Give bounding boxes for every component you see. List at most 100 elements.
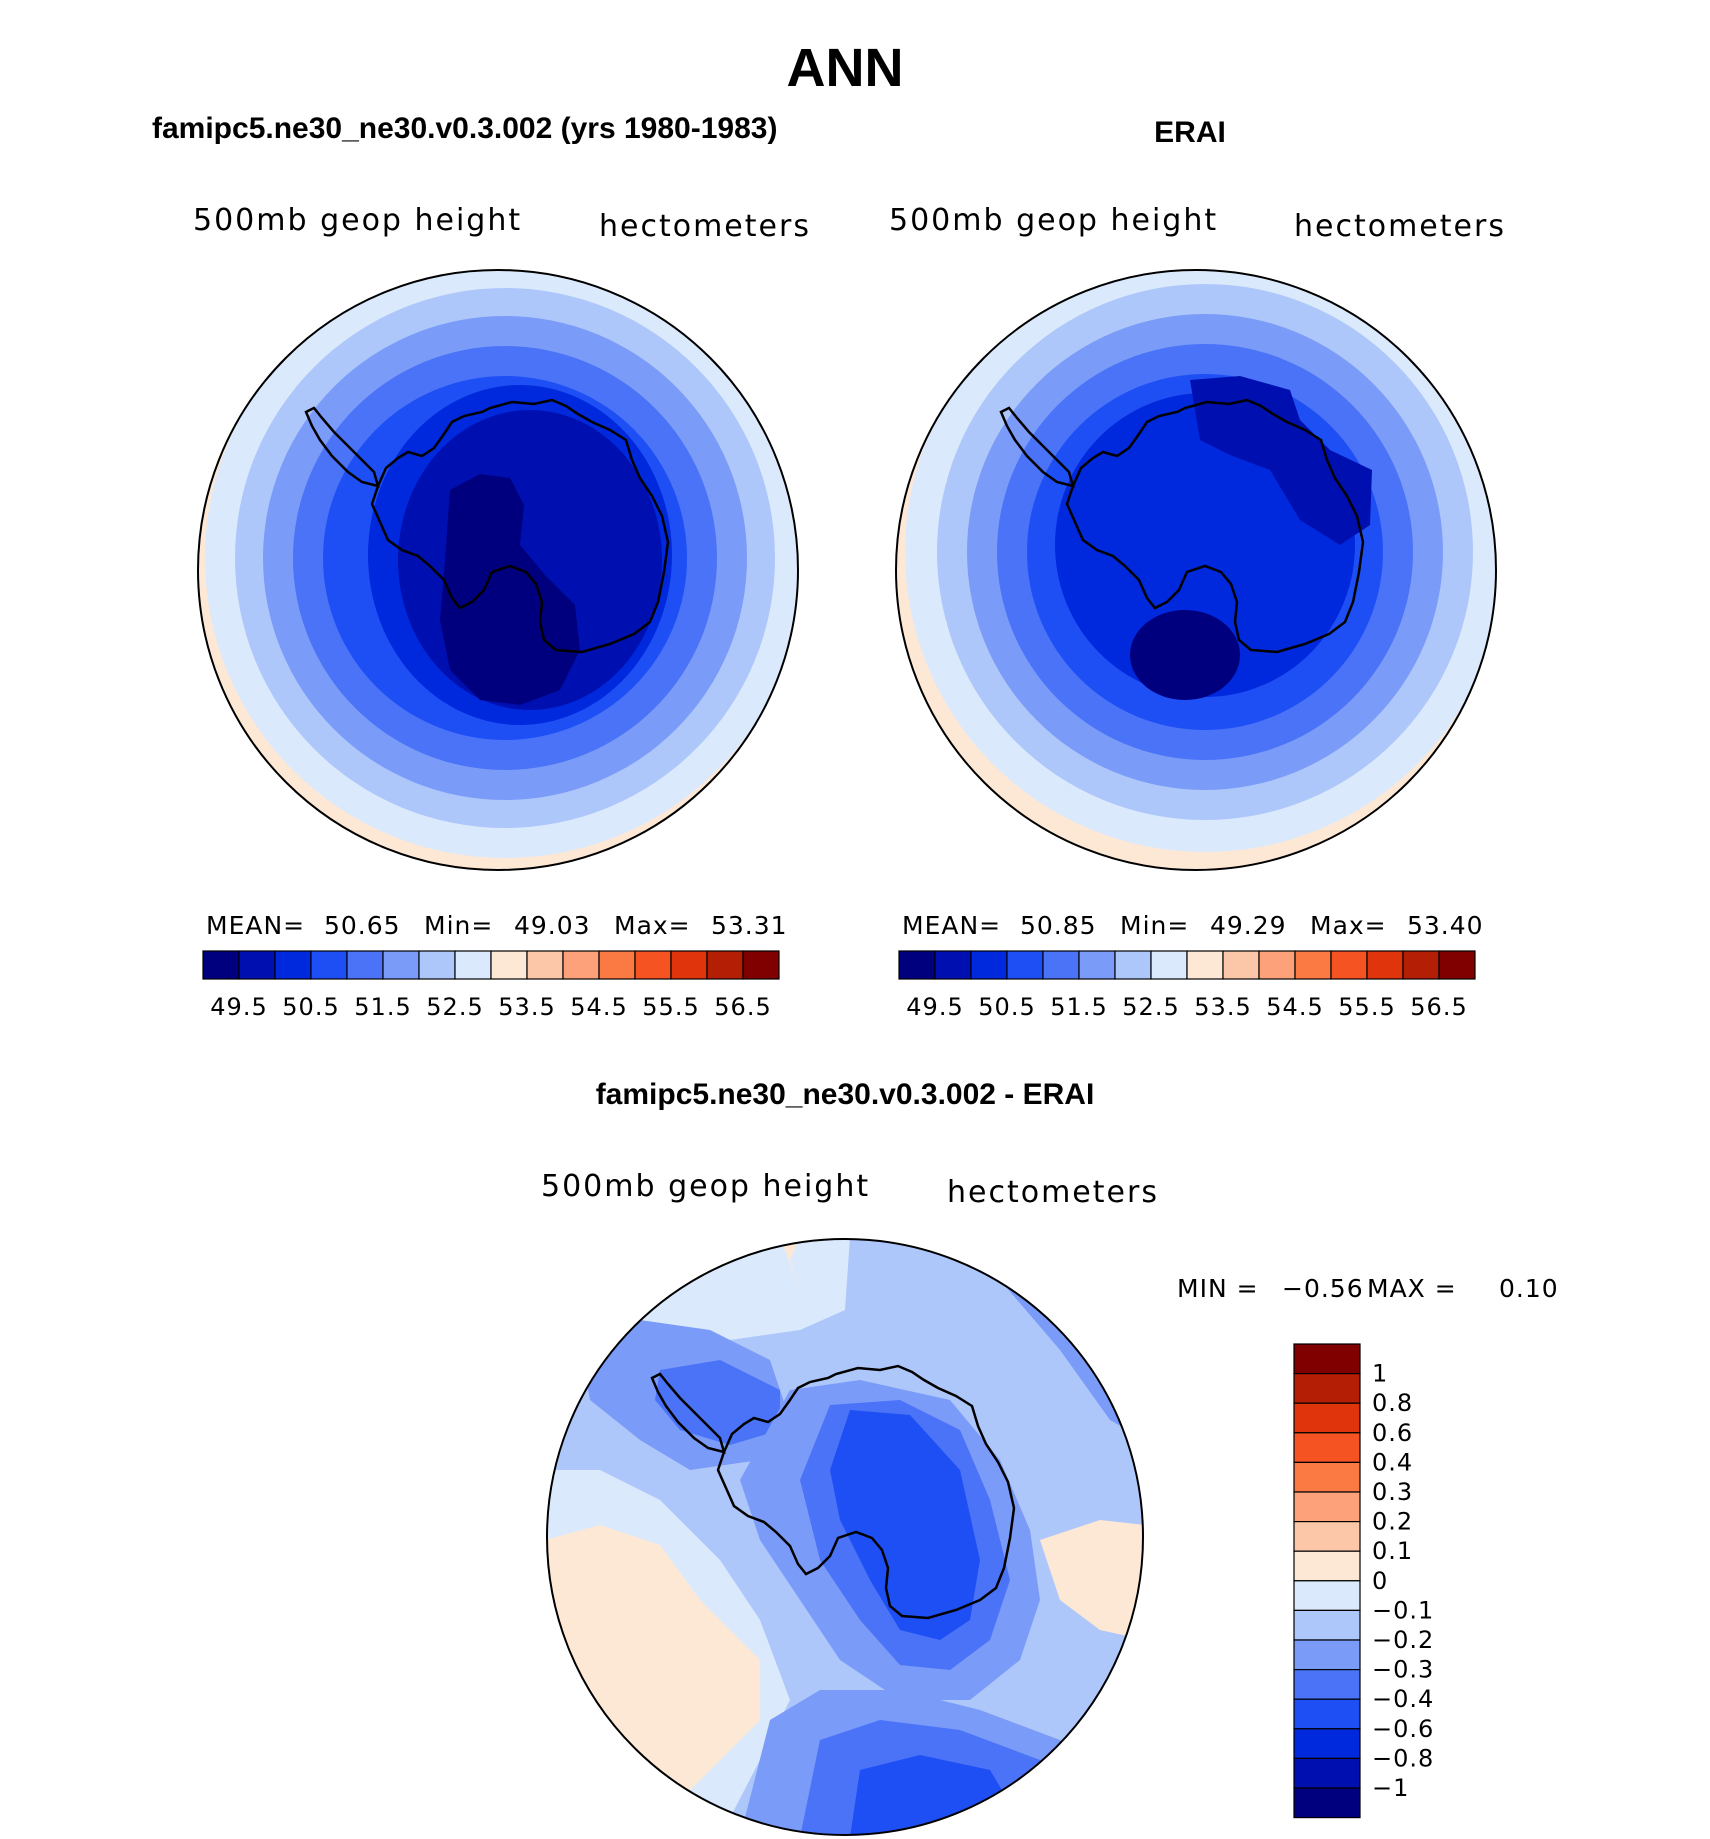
colorbar-1-tick-label: 49.5 [210, 993, 267, 1021]
colorbar-1-tick-label: 52.5 [426, 993, 483, 1021]
colorbar-3-swatch [1293, 1757, 1361, 1789]
colorbar-1-swatch [490, 950, 528, 980]
colorbar-2-swatch [1042, 950, 1080, 980]
map-2-border [895, 269, 1497, 871]
colorbar-2: 49.5 50.5 51.5 52.5 53.5 54.5 55.5 56.5 [898, 950, 1476, 1021]
colorbar-3-swatch [1293, 1343, 1361, 1375]
colorbar-3-tick-label: 0.4 [1372, 1448, 1413, 1476]
colorbar-1-swatch [418, 950, 456, 980]
colorbar-3-swatch [1293, 1668, 1361, 1700]
colorbar-3-tick-label: 0.1 [1372, 1537, 1413, 1565]
colorbar-1-tick-label: 56.5 [714, 993, 771, 1021]
panel-3-stats: MIN = −0.56 MAX = 0.10 [1177, 1274, 1559, 1303]
colorbar-1: 49.5 50.5 51.5 52.5 53.5 54.5 55.5 56.5 [202, 950, 780, 1021]
colorbar-1-swatch [526, 950, 564, 980]
colorbar-1-swatch [454, 950, 492, 980]
panel-1-mean-value: 50.65 [324, 911, 401, 940]
panel-2-max-value: 53.40 [1407, 911, 1484, 940]
panel-2-units-label: hectometers [1294, 209, 1506, 244]
colorbar-2-swatch [1186, 950, 1224, 980]
colorbar-1-swatch [634, 950, 672, 980]
colorbar-2-swatch [898, 950, 936, 980]
panel-1-mean-label: MEAN= [206, 911, 305, 940]
colorbar-3-swatch [1293, 1550, 1361, 1582]
colorbar-3-swatch [1293, 1372, 1361, 1404]
colorbar-1-tick-label: 50.5 [282, 993, 339, 1021]
colorbar-3-tick-label: 1 [1372, 1360, 1388, 1388]
colorbar-3-swatch [1293, 1580, 1361, 1612]
colorbar-2-swatch [1222, 950, 1260, 980]
colorbar-3-swatch [1293, 1728, 1361, 1760]
colorbar-1-swatch [382, 950, 420, 980]
panel-1-max-label: Max= [614, 911, 691, 940]
colorbar-3-tick-label: −0.4 [1372, 1685, 1434, 1713]
colorbar-2-swatch [1114, 950, 1152, 980]
panel-3-max-label: MAX = [1367, 1274, 1457, 1303]
colorbar-3-tick-label: −0.3 [1372, 1656, 1434, 1684]
map-2-band-8 [1130, 610, 1240, 700]
colorbar-3-tick-label: 0.6 [1372, 1419, 1413, 1447]
panel-2-mean-label: MEAN= [902, 911, 1001, 940]
map-3-border [546, 1238, 1144, 1836]
colorbar-2-tick-label: 52.5 [1122, 993, 1179, 1021]
panel-2-min-value: 49.29 [1210, 911, 1287, 940]
colorbar-2-tick-label: 55.5 [1338, 993, 1395, 1021]
panel-3-units-label: hectometers [947, 1175, 1159, 1210]
colorbar-2-swatch [1438, 950, 1476, 980]
panel-1-min-label: Min= [424, 911, 493, 940]
colorbar-1-tick-label: 54.5 [570, 993, 627, 1021]
colorbar-3-swatch [1293, 1402, 1361, 1434]
colorbar-2-swatch [934, 950, 972, 980]
colorbar-3-tick-label: 0.3 [1372, 1478, 1413, 1506]
colorbar-3-tick-label: 0 [1372, 1567, 1388, 1595]
colorbar-3-swatch [1293, 1520, 1361, 1552]
colorbar-3-tick-label: −0.6 [1372, 1715, 1434, 1743]
colorbar-3-swatch [1293, 1698, 1361, 1730]
panel-2-map [895, 269, 1497, 871]
panel-3-variable-label: 500mb geop height [541, 1169, 870, 1204]
colorbar-3-tick-label: 0.2 [1372, 1508, 1413, 1536]
panel-2-min-label: Min= [1120, 911, 1189, 940]
map-2-band-7 [1190, 376, 1372, 545]
panel-3-max-value: 0.10 [1499, 1274, 1559, 1303]
colorbar-1-swatch [238, 950, 276, 980]
colorbar-2-swatch [1402, 950, 1440, 980]
colorbar-3-swatch [1293, 1609, 1361, 1641]
panel-2-heading: ERAI [1154, 116, 1226, 149]
panel-2-max-label: Max= [1310, 911, 1387, 940]
colorbar-2-tick-label: 50.5 [978, 993, 1035, 1021]
colorbar-1-swatch [742, 950, 780, 980]
panel-3-min-value: −0.56 [1282, 1274, 1364, 1303]
map-3-band-d [1040, 1520, 1143, 1640]
colorbar-2-swatch [1366, 950, 1404, 980]
colorbar-1-swatch [274, 950, 312, 980]
panel-2-mean-value: 50.85 [1020, 911, 1097, 940]
panel-1-max-value: 53.31 [711, 911, 788, 940]
colorbar-3-swatch [1293, 1461, 1361, 1493]
panel-2-stats: MEAN= 50.85 Min= 49.29 Max= 53.40 [902, 911, 1484, 940]
colorbar-3-tick-label: −0.1 [1372, 1596, 1434, 1624]
colorbar-1-swatch [202, 950, 240, 980]
colorbar-3-swatch [1293, 1639, 1361, 1671]
colorbar-3-tick-label: 0.8 [1372, 1389, 1413, 1417]
colorbar-2-tick-label: 49.5 [906, 993, 963, 1021]
colorbar-3: 10.80.60.40.30.20.10−0.1−0.2−0.3−0.4−0.6… [1293, 1343, 1434, 1819]
colorbar-2-swatch [1078, 950, 1116, 980]
colorbar-1-swatch [598, 950, 636, 980]
map-3-band-e [780, 1239, 800, 1290]
map-3-band-i [655, 1360, 780, 1445]
colorbar-3-tick-label: −1 [1372, 1774, 1409, 1802]
colorbar-2-swatch [1330, 950, 1368, 980]
colorbar-1-tick-label: 55.5 [642, 993, 699, 1021]
panel-2-variable-label: 500mb geop height [889, 203, 1218, 238]
colorbar-1-tick-label: 51.5 [354, 993, 411, 1021]
panel-1-map [197, 269, 799, 871]
colorbar-1-tick-label: 53.5 [498, 993, 555, 1021]
colorbar-2-swatch [1150, 950, 1188, 980]
colorbar-2-tick-label: 54.5 [1266, 993, 1323, 1021]
panel-3-heading: famipc5.ne30_ne30.v0.3.002 - ERAI [596, 1078, 1095, 1111]
panel-1-min-value: 49.03 [514, 911, 591, 940]
map-3-band-l [830, 1410, 980, 1640]
panel-1-variable-label: 500mb geop height [193, 203, 522, 238]
colorbar-1-swatch [310, 950, 348, 980]
